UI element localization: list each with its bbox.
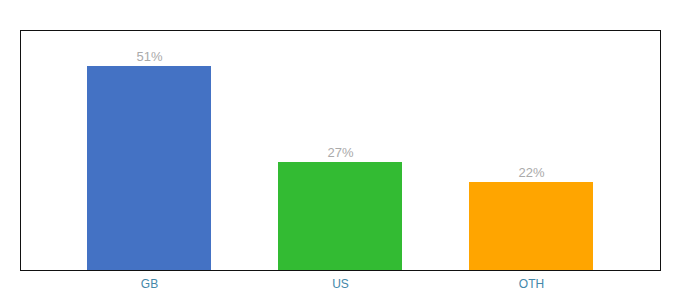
svg-text:OTH: OTH [519,277,544,291]
svg-text:27%: 27% [327,145,353,160]
svg-text:GB: GB [141,277,158,291]
svg-text:51%: 51% [136,49,162,64]
svg-text:US: US [332,277,349,291]
svg-text:22%: 22% [518,165,544,180]
